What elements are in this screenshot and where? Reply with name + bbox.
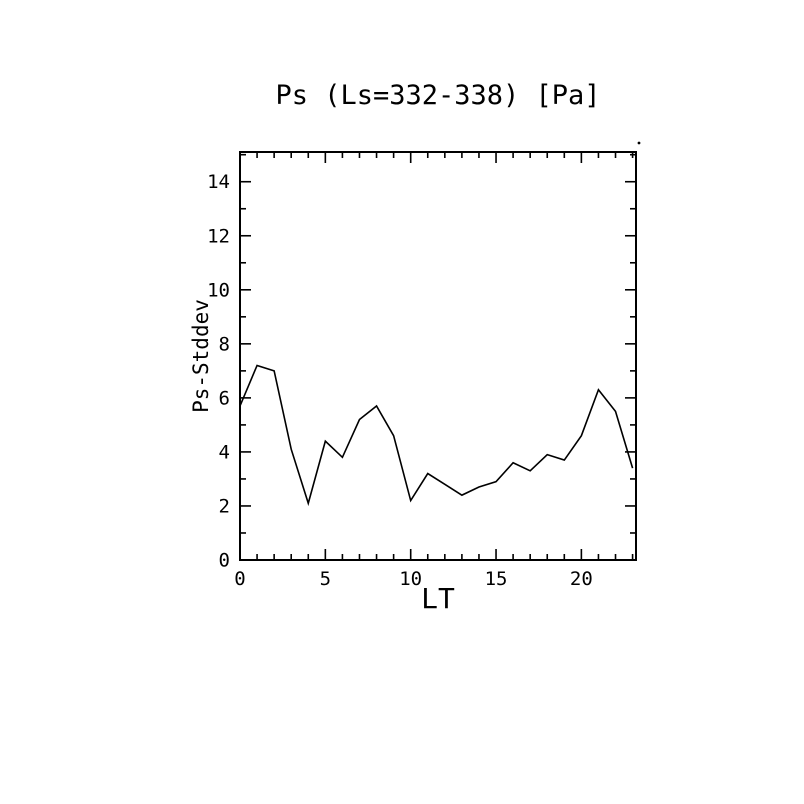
y-tick-label: 6 — [219, 387, 230, 409]
y-tick-label: 8 — [219, 333, 230, 355]
stray-mark-dot — [637, 141, 641, 145]
data-series-line — [239, 364, 634, 507]
series-layer — [239, 364, 634, 507]
y-tick-label: 10 — [207, 279, 230, 301]
plot-frame — [239, 151, 637, 561]
chart-title: Ps (Ls=332-338) [Pa] — [275, 80, 600, 111]
x-tick-label: 0 — [234, 568, 245, 590]
y-tick-label: 0 — [219, 550, 230, 572]
y-tick-label: 4 — [219, 441, 230, 463]
x-tick-label: 10 — [399, 568, 422, 590]
x-tick-label: 15 — [485, 568, 508, 590]
y-tick-label: 2 — [219, 495, 230, 517]
x-tick-label: 20 — [570, 568, 593, 590]
y-tick-label: 12 — [207, 225, 230, 247]
y-axis-label: Ps-Stddev — [189, 299, 213, 413]
x-tick-label: 5 — [320, 568, 331, 590]
x-axis-label: LT — [421, 582, 455, 615]
y-tick-label: 14 — [207, 171, 230, 193]
axes-layer: 0 5 10 15 20 0 2 4 6 8 10 12 14 — [207, 151, 637, 590]
